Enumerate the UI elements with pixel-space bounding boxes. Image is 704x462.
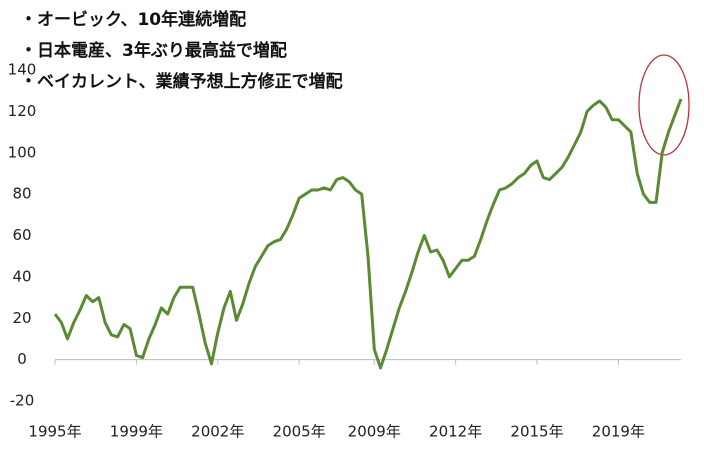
x-tick-label: 2015年 — [510, 423, 563, 441]
y-tick-label: 0 — [17, 350, 27, 368]
annotation: ・日本電産、3年ぶり最高益で増配 — [20, 40, 287, 61]
y-tick-label: 140 — [8, 61, 37, 79]
annotation: ・ベイカレント、業績予想上方修正で増配 — [20, 71, 343, 92]
y-tick-label: 20 — [12, 309, 31, 327]
y-tick-label: 80 — [12, 185, 31, 203]
y-tick-label: -20 — [10, 392, 35, 410]
x-tick-label: 1995年 — [28, 423, 81, 441]
x-tick-label: 2005年 — [273, 423, 326, 441]
highlight-ellipse — [638, 54, 690, 156]
y-tick-label: 60 — [12, 226, 31, 244]
annotation: ・オービック、10年連続増配 — [20, 9, 246, 30]
x-tick-label: 1999年 — [110, 423, 163, 441]
y-tick-label: 40 — [12, 267, 31, 285]
line-series — [53, 98, 683, 370]
x-tick-label: 2009年 — [348, 423, 401, 441]
x-tick-label: 2019年 — [592, 423, 645, 441]
y-tick-label: 120 — [8, 102, 37, 120]
x-tick-label: 2012年 — [429, 423, 482, 441]
x-tick-label: 2002年 — [191, 423, 244, 441]
y-tick-label: 100 — [8, 143, 37, 161]
